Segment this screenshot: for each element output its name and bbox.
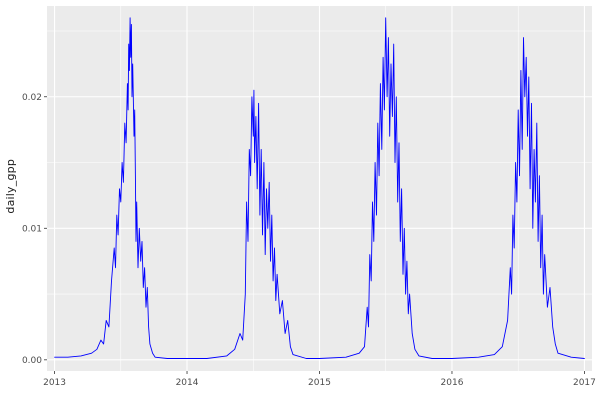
x-tick-label: 2014 [176, 378, 199, 388]
x-tick-label: 2015 [308, 378, 331, 388]
y-tick-label: 0.01 [22, 224, 42, 234]
y-tick-label: 0.00 [22, 356, 42, 366]
y-tick-label: 0.02 [22, 93, 42, 103]
x-tick-label: 2013 [43, 378, 66, 388]
x-tick-label: 2017 [573, 378, 596, 388]
daily-gpp-line [54, 17, 585, 359]
x-tick-label: 2016 [441, 378, 464, 388]
